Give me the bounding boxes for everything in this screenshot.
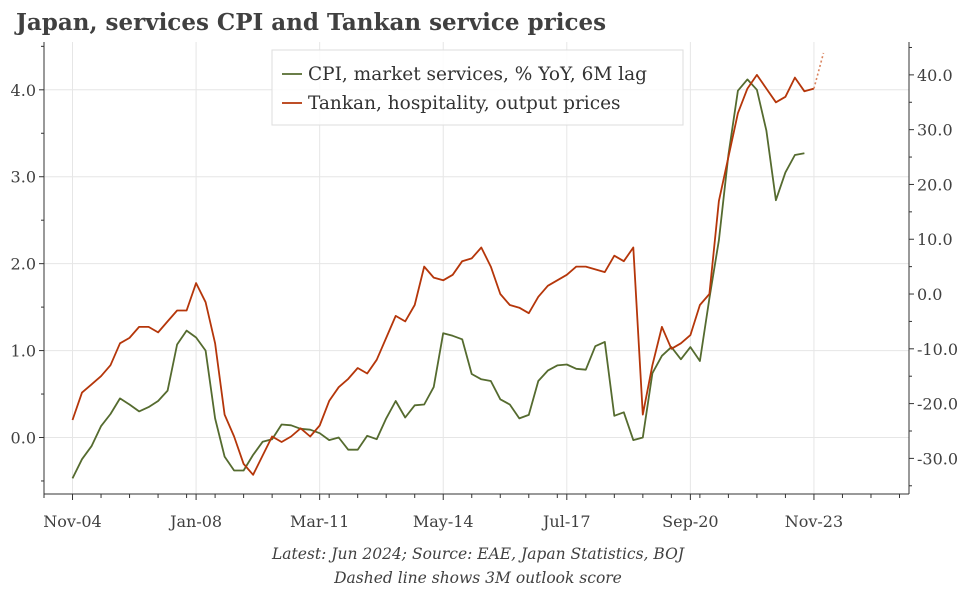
- left-y-tick-label: 4.0: [11, 81, 36, 100]
- right-y-tick-label: 40.0: [917, 66, 953, 85]
- x-tick-label: Jan-08: [168, 512, 222, 531]
- axes: Nov-04 Jan-08 Mar-11 May-14 Jul-17 Sep-20 Nov-…: [11, 42, 958, 531]
- left-y-tick-label: 1.0: [11, 342, 36, 361]
- x-tick-label: Nov-23: [785, 512, 843, 531]
- x-tick-label: Sep-20: [662, 512, 718, 531]
- right-y-tick-label: 30.0: [917, 121, 953, 140]
- source-note: Latest: Jun 2024; Source: EAE, Japan Sta…: [271, 545, 685, 563]
- series-line-2: [813, 52, 825, 89]
- legend-label: CPI, market services, % YoY, 6M lag: [308, 64, 647, 85]
- x-tick-label: Nov-04: [43, 512, 101, 531]
- right-y-tick-label: -20.0: [917, 395, 958, 414]
- legend-frame: [271, 49, 684, 126]
- series-lines: [71, 52, 825, 479]
- x-tick-label: May-14: [413, 512, 474, 531]
- left-y-tick-label: 3.0: [11, 168, 36, 187]
- right-y-tick-label: 0.0: [917, 285, 942, 304]
- chart-title: Japan, services CPI and Tankan service p…: [14, 9, 606, 36]
- x-tick-label: Jul-17: [541, 512, 591, 531]
- right-y-tick-label: 10.0: [917, 230, 953, 249]
- dashed-line-note: Dashed line shows 3M outlook score: [333, 569, 622, 587]
- right-y-tick-label: 20.0: [917, 175, 953, 194]
- x-tick-label: Mar-11: [290, 512, 349, 531]
- legend: CPI, market services, % YoY, 6M lag Tanka…: [271, 49, 684, 126]
- right-y-tick-label: -30.0: [917, 449, 958, 468]
- series-line-1: [71, 74, 815, 476]
- right-y-tick-label: -10.0: [917, 340, 958, 359]
- left-y-tick-label: 2.0: [11, 255, 36, 274]
- left-y-tick-label: 0.0: [11, 429, 36, 448]
- legend-label: Tankan, hospitality, output prices: [308, 93, 621, 114]
- series-line-0: [71, 78, 805, 479]
